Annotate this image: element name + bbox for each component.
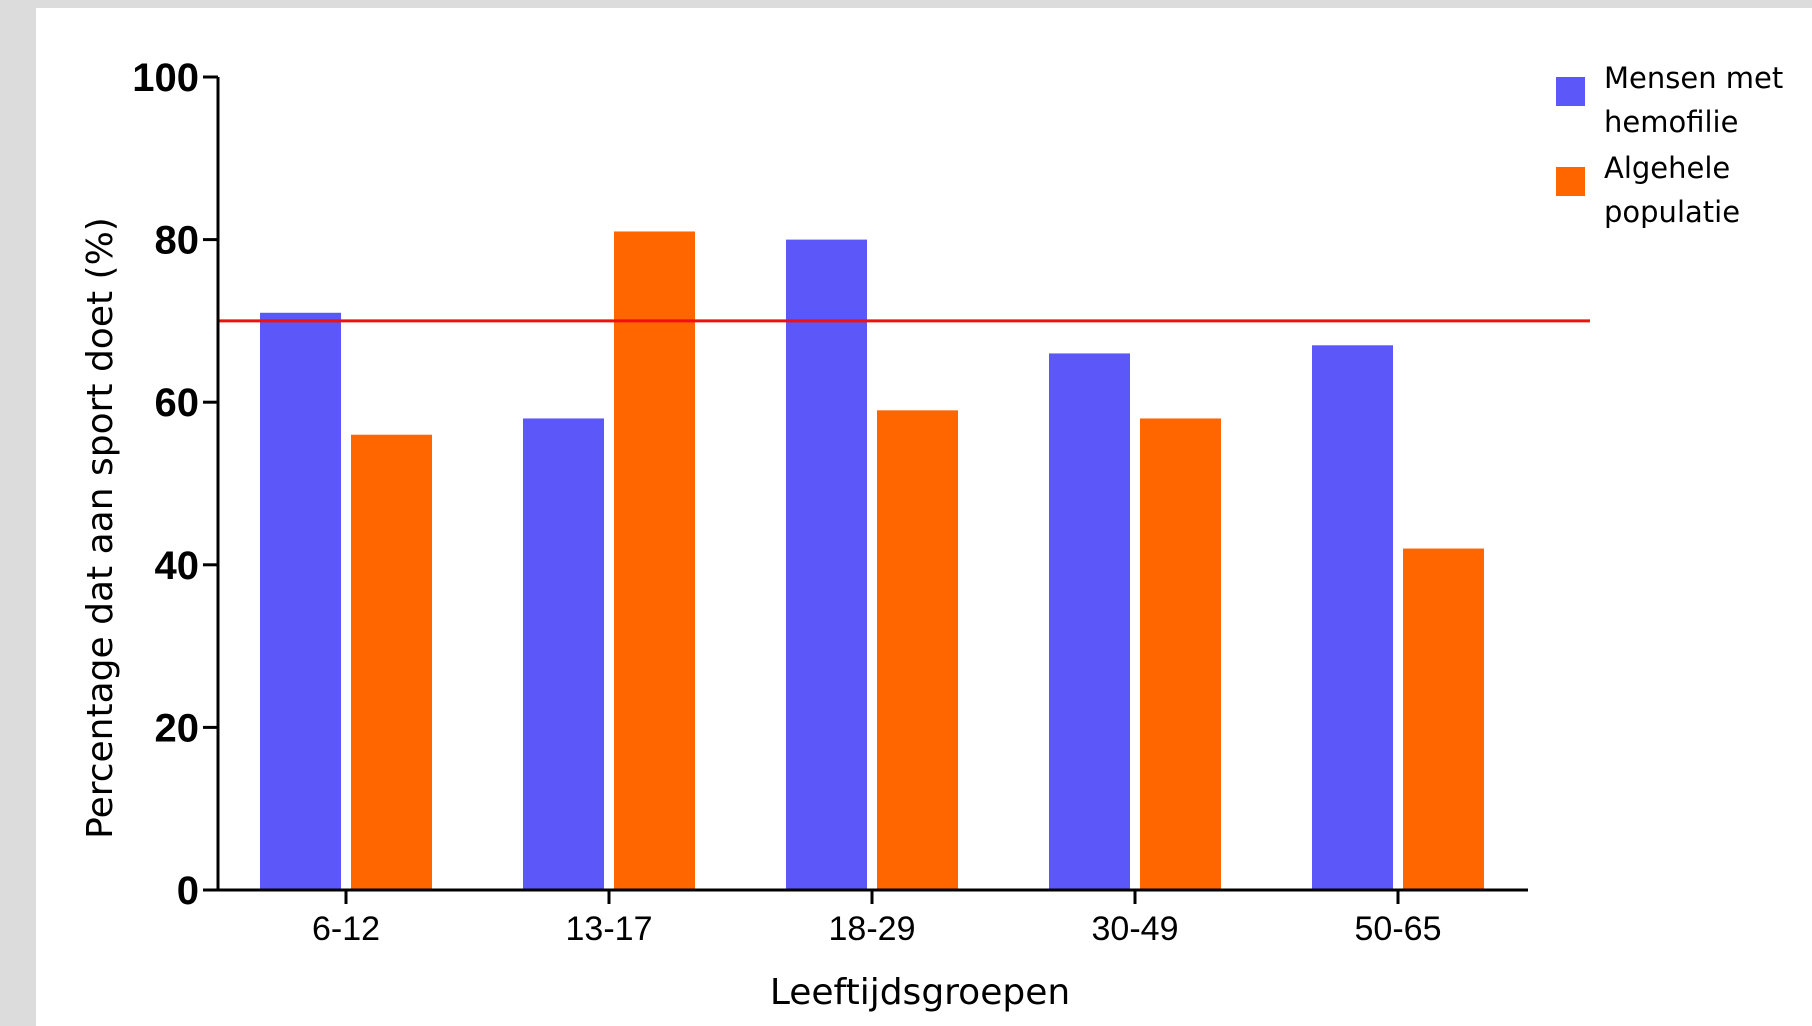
bar-hemofilie-50-65 — [1312, 345, 1393, 890]
x-tick-label-50-65: 50-65 — [1355, 910, 1442, 948]
legend-swatch-populatie — [1556, 167, 1585, 196]
legend-label-hemofilie-1: hemofilie — [1604, 105, 1738, 139]
y-axis-title: Percentage dat aan sport doet (%) — [80, 217, 121, 839]
y-tick-label-20: 20 — [155, 706, 200, 750]
bar-populatie-13-17 — [614, 231, 695, 891]
bar-hemofilie-6-12 — [260, 312, 341, 890]
y-tick-label-40: 40 — [155, 544, 200, 588]
bar-populatie-18-29 — [877, 410, 958, 890]
x-axis-title: Leeftijdsgroepen — [770, 972, 1070, 1013]
y-tick-label-60: 60 — [155, 381, 200, 425]
x-tick-label-6-12: 6-12 — [312, 910, 380, 948]
bar-populatie-50-65 — [1403, 548, 1484, 890]
bar-hemofilie-30-49 — [1049, 353, 1130, 890]
legend-label-hemofilie-0: Mensen met — [1604, 61, 1783, 95]
y-tick-label-80: 80 — [155, 219, 200, 263]
bar-hemofilie-13-17 — [523, 418, 604, 890]
legend: Mensen met hemofilie Algehele populatie — [1556, 61, 1783, 229]
bar-hemofilie-18-29 — [786, 239, 867, 891]
y-tick-label-100: 100 — [132, 56, 199, 100]
bars-layer — [260, 231, 1484, 891]
bar-populatie-6-12 — [351, 434, 432, 890]
bar-populatie-30-49 — [1140, 418, 1221, 890]
y-tick-label-0: 0 — [177, 869, 199, 913]
legend-swatch-hemofilie — [1556, 77, 1585, 106]
x-tick-label-30-49: 30-49 — [1092, 910, 1179, 948]
y-ticks: 0 20 40 60 80 100 — [132, 56, 218, 913]
legend-label-populatie-0: Algehele — [1604, 151, 1730, 185]
x-tick-label-13-17: 13-17 — [566, 910, 653, 948]
legend-label-populatie-1: populatie — [1604, 195, 1740, 229]
x-tick-label-18-29: 18-29 — [829, 910, 916, 948]
x-ticks: 6-12 13-17 18-29 30-49 50-65 — [312, 890, 1442, 948]
